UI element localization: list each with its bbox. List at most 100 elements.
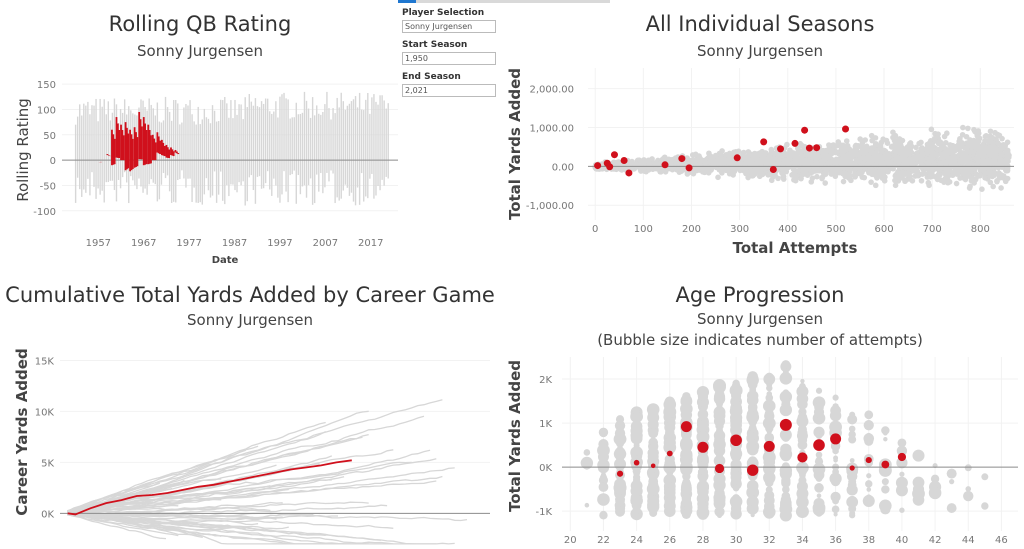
age-background-point xyxy=(881,478,889,486)
seasons-background-point xyxy=(947,142,953,149)
seasons-background-point xyxy=(720,160,726,166)
seasons-background-point xyxy=(745,149,752,155)
seasons-background-point xyxy=(913,165,920,172)
cumulative-background-lines xyxy=(67,399,468,545)
age-background-point xyxy=(600,440,607,447)
age-background-point xyxy=(912,487,925,501)
start-season-input[interactable]: 1,950 xyxy=(402,52,496,65)
seasons-background-point xyxy=(745,158,752,164)
age-background-point xyxy=(647,499,659,511)
age-highlight-point xyxy=(714,463,725,474)
seasons-background-point xyxy=(830,142,836,148)
age-highlight-point xyxy=(830,433,842,445)
age-background-point xyxy=(746,410,760,424)
seasons-subtitle: Sonny Jurgensen xyxy=(697,42,823,60)
age-background-point xyxy=(631,412,642,423)
seasons-background-point xyxy=(723,151,730,158)
age-xtick-label: 34 xyxy=(796,535,809,546)
seasons-background-point xyxy=(871,162,878,169)
age-background-points xyxy=(580,360,989,522)
seasons-xtick-label: 200 xyxy=(682,224,701,235)
age-background-point xyxy=(832,403,839,410)
seasons-background-point xyxy=(813,149,820,156)
seasons-background-point xyxy=(967,149,973,155)
age-background-point xyxy=(930,474,940,484)
seasons-background-point xyxy=(765,172,772,178)
seasons-background-point xyxy=(896,172,903,179)
seasons-background-point xyxy=(886,154,892,160)
seasons-background-point xyxy=(973,171,979,177)
age-background-point xyxy=(763,455,775,467)
seasons-background-point xyxy=(920,170,927,177)
age-background-point xyxy=(846,496,859,508)
age-background-point xyxy=(832,497,839,505)
age-subtitle: Sonny Jurgensen xyxy=(697,310,823,328)
seasons-background-point xyxy=(943,165,949,172)
age-background-point xyxy=(714,506,725,517)
age-background-point xyxy=(833,457,838,463)
seasons-highlight-point xyxy=(594,162,602,170)
age-background-point xyxy=(613,432,627,446)
seasons-background-point xyxy=(913,144,919,151)
end-season-input[interactable]: 2,021 xyxy=(402,84,496,97)
age-background-point xyxy=(697,408,709,420)
seasons-background-point xyxy=(824,165,831,172)
cumulative-chart: 0K 5K 10K 15K Career Yards Added xyxy=(13,348,490,545)
age-background-point xyxy=(667,421,672,426)
age-background-point xyxy=(713,407,726,419)
cumulative-background-line xyxy=(67,431,326,514)
age-background-point xyxy=(798,401,806,409)
age-background-point xyxy=(598,482,609,492)
seasons-background-point xyxy=(919,150,925,157)
seasons-background-point xyxy=(987,179,994,186)
age-highlight-point xyxy=(680,421,692,433)
age-background-point xyxy=(716,400,723,407)
age-background-point xyxy=(583,462,591,470)
seasons-background-point xyxy=(794,150,801,157)
seasons-background-point xyxy=(987,151,994,158)
age-xtick-label: 20 xyxy=(564,535,577,546)
seasons-background-point xyxy=(969,144,976,151)
seasons-background-point xyxy=(929,171,935,177)
seasons-background-point xyxy=(636,162,642,169)
seasons-background-point xyxy=(907,173,913,180)
cumulative-highlight-line xyxy=(67,459,352,516)
scroll-bar[interactable] xyxy=(398,0,610,3)
age-background-point xyxy=(981,502,989,510)
age-background-point xyxy=(630,494,643,507)
age-background-point xyxy=(833,512,838,517)
seasons-highlight-point xyxy=(760,138,768,146)
player-selection-input[interactable]: Sonny Jurgensen xyxy=(402,20,496,33)
seasons-background-point xyxy=(872,182,879,189)
seasons-background-point xyxy=(904,164,911,170)
seasons-xtick-label: 800 xyxy=(971,224,990,235)
age-background-point xyxy=(832,394,839,401)
age-background-point xyxy=(799,473,806,480)
seasons-background-point xyxy=(928,126,935,133)
age-highlight-point xyxy=(865,456,872,464)
age-background-point xyxy=(849,411,856,418)
age-background-point xyxy=(665,431,675,441)
seasons-background-point xyxy=(737,167,743,174)
age-background-point xyxy=(782,369,789,376)
seasons-background-point xyxy=(674,158,680,164)
seasons-highlight-point xyxy=(625,169,633,177)
seasons-background-point xyxy=(731,167,738,174)
age-background-point xyxy=(664,487,675,498)
age-highlight-point xyxy=(763,440,775,452)
age-background-point xyxy=(634,450,640,456)
age-xtick-label: 46 xyxy=(995,535,1008,546)
age-background-point xyxy=(597,462,610,474)
rolling-xtick-label: 2017 xyxy=(358,238,383,249)
cumulative-y-axis-title: Career Yards Added xyxy=(13,348,31,515)
age-background-point xyxy=(750,405,755,410)
age-background-point xyxy=(714,441,726,453)
age-background-point xyxy=(749,386,757,394)
age-background-point xyxy=(713,491,726,504)
seasons-background-point xyxy=(892,137,899,144)
seasons-background-point xyxy=(916,140,922,147)
age-background-point xyxy=(618,477,623,482)
seasons-background-point xyxy=(857,171,864,177)
seasons-background-point xyxy=(974,133,981,139)
age-background-point xyxy=(848,435,857,444)
